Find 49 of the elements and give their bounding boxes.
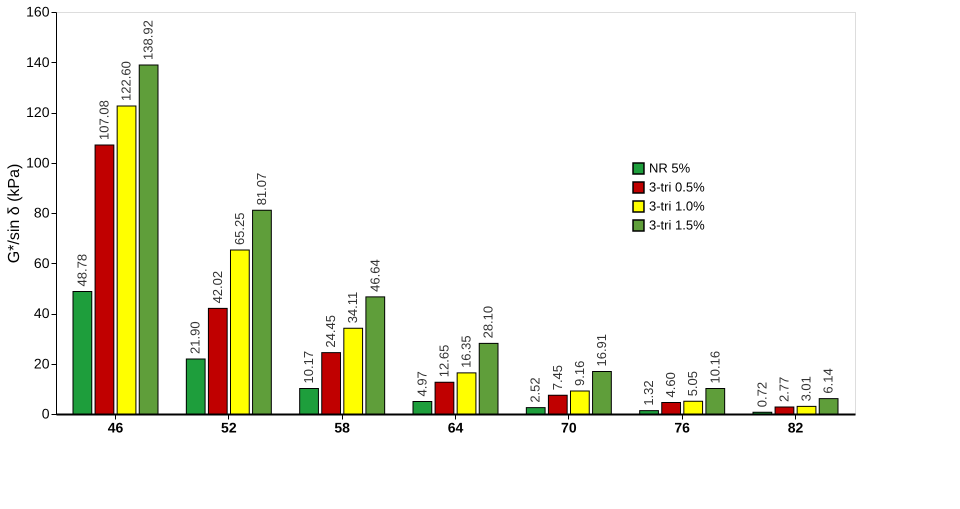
legend-label: 3-tri 1.0% bbox=[649, 198, 706, 214]
x-tick-label: 82 bbox=[788, 420, 804, 436]
data-label: 0.72 bbox=[754, 382, 770, 408]
data-label: 1.32 bbox=[641, 380, 656, 406]
y-tick-label: 120 bbox=[26, 104, 50, 120]
data-label: 10.17 bbox=[301, 350, 316, 384]
legend-label: 3-tri 0.5% bbox=[649, 180, 706, 194]
data-label: 65.25 bbox=[232, 212, 247, 246]
data-label: 48.78 bbox=[74, 254, 90, 286]
y-tick-label: 20 bbox=[34, 355, 50, 372]
data-label: 28.10 bbox=[480, 306, 496, 338]
x-tick-label: 64 bbox=[448, 420, 464, 436]
data-label: 2.77 bbox=[776, 376, 792, 402]
y-tick-label: 80 bbox=[34, 204, 50, 220]
data-label: 16.91 bbox=[594, 334, 609, 367]
legend-label: NR 5% bbox=[649, 160, 691, 176]
x-tick-label: 46 bbox=[108, 420, 124, 436]
data-label: 34.11 bbox=[345, 292, 360, 324]
data-label: 10.16 bbox=[707, 350, 722, 384]
data-label: 5.05 bbox=[685, 371, 700, 396]
data-label: 138.92 bbox=[140, 20, 156, 60]
data-label: 16.35 bbox=[458, 335, 474, 368]
data-label: 122.60 bbox=[118, 61, 134, 101]
data-label: 7.45 bbox=[550, 364, 565, 390]
x-tick-label: 70 bbox=[561, 420, 577, 436]
x-tick-label: 76 bbox=[674, 420, 690, 436]
y-tick-label: 60 bbox=[34, 254, 50, 271]
data-label: 4.60 bbox=[663, 372, 678, 398]
legend-label: 3-tri 1.5% bbox=[649, 218, 706, 232]
y-tick-label: 40 bbox=[34, 305, 50, 321]
data-label: 4.97 bbox=[414, 371, 430, 397]
data-label: 81.07 bbox=[254, 172, 269, 206]
data-label: 12.65 bbox=[436, 344, 452, 378]
data-label: 2.52 bbox=[528, 377, 543, 403]
y-tick-label: 140 bbox=[26, 54, 50, 70]
data-label: 21.90 bbox=[188, 321, 203, 354]
data-label: 107.08 bbox=[96, 100, 112, 140]
y-tick-label: 0 bbox=[42, 406, 50, 422]
data-label: 42.02 bbox=[210, 270, 225, 304]
x-tick-label: 52 bbox=[221, 420, 237, 436]
data-label: 6.14 bbox=[820, 368, 836, 394]
x-tick-label: 58 bbox=[334, 420, 350, 436]
y-tick-label: 160 bbox=[26, 4, 50, 20]
data-label: 3.01 bbox=[798, 376, 814, 402]
y-axis-title: G*/sin δ (kPa) bbox=[6, 164, 24, 264]
data-label: 9.16 bbox=[572, 360, 587, 386]
data-label: 46.64 bbox=[367, 259, 382, 292]
y-tick-label: 100 bbox=[26, 154, 50, 170]
data-label: 24.45 bbox=[323, 315, 338, 348]
